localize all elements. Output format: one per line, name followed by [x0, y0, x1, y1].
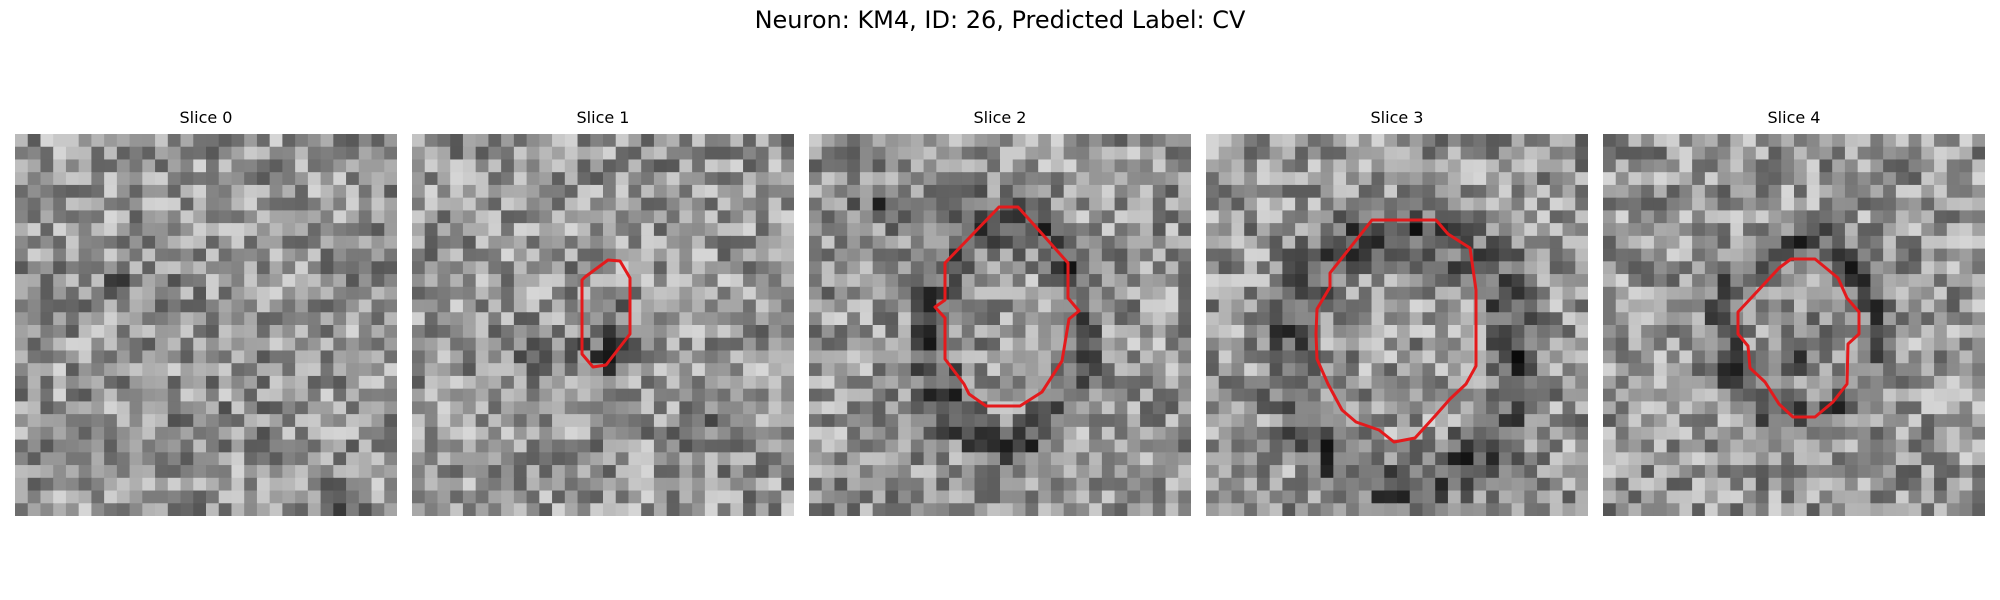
slice-image-1 [412, 134, 794, 516]
roi-contour-4 [1736, 257, 1861, 419]
slice-title-1: Slice 1 [576, 108, 630, 127]
roi-contour-2 [933, 205, 1081, 408]
slice-title-0: Slice 0 [179, 108, 233, 127]
slice-4-svg [1603, 134, 1985, 516]
slice-image-0 [15, 134, 397, 516]
slice-2-svg [809, 134, 1191, 516]
slice-3-svg [1206, 134, 1588, 516]
figure-title: Neuron: KM4, ID: 26, Predicted Label: CV [754, 6, 1246, 34]
pixel-grid-2 [809, 134, 1191, 516]
pixel-grid-4 [1603, 134, 1985, 516]
roi-contour-1 [580, 258, 632, 369]
slice-title-4: Slice 4 [1767, 108, 1821, 127]
pixel-grid-1 [412, 134, 794, 516]
slice-0-svg [15, 134, 397, 516]
pixel-grid-3 [1206, 134, 1588, 516]
roi-contour-3 [1314, 218, 1478, 444]
slice-title-2: Slice 2 [973, 108, 1027, 127]
slice-title-3: Slice 3 [1370, 108, 1424, 127]
slice-image-4 [1603, 134, 1985, 516]
slice-image-3 [1206, 134, 1588, 516]
pixel-grid-0 [15, 134, 397, 516]
slice-1-svg [412, 134, 794, 516]
slice-image-2 [809, 134, 1191, 516]
